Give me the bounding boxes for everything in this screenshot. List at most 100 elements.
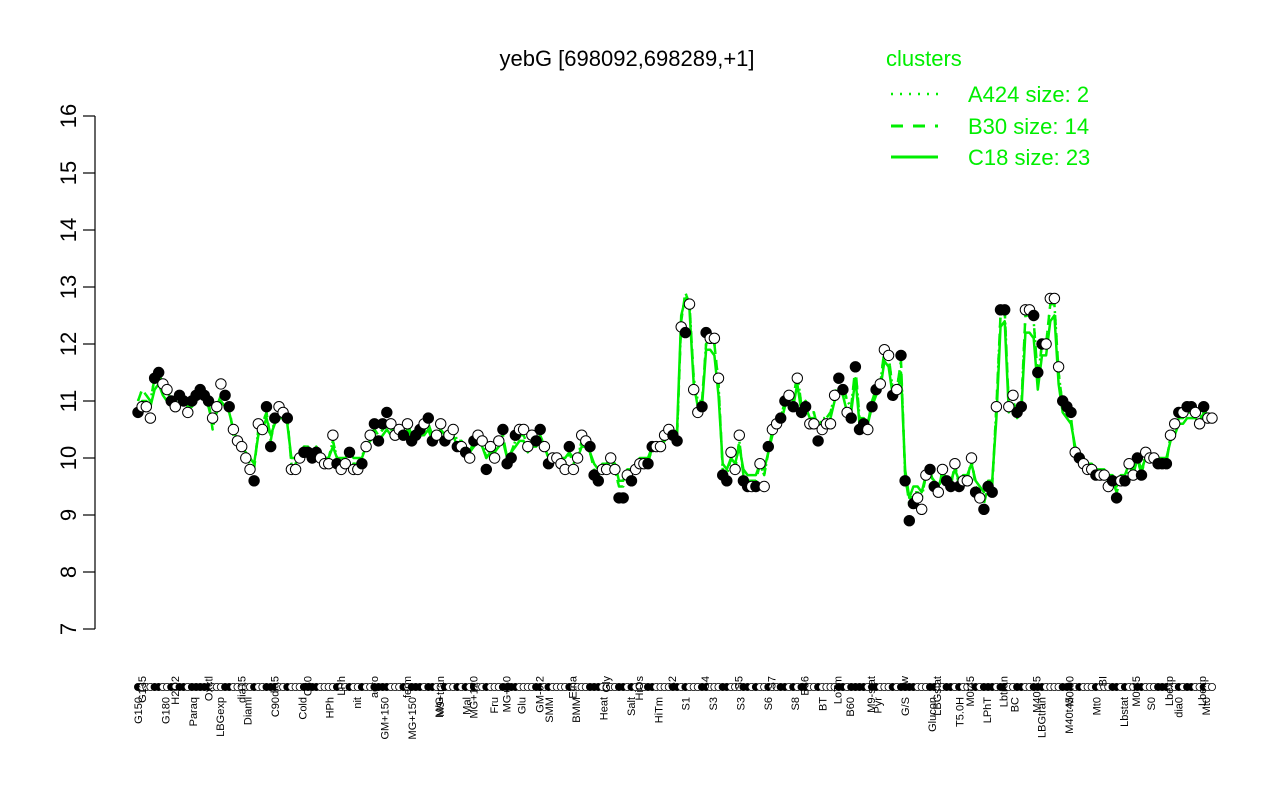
data-point [895,349,907,362]
data-point [833,372,845,384]
x-label-bottom: C90 [270,697,282,717]
data-point [248,475,260,487]
x-label-bottom: Mt0 [1092,697,1104,715]
x-label-bottom: G180 [160,697,172,724]
x-label-top: BI [1098,676,1110,686]
x-label-top: LPh [336,676,348,696]
x-label-bottom: Diami [243,697,255,725]
x-label-bottom: GM+150 [380,697,392,740]
x-label-bottom: Heat [599,697,611,720]
x-label-bottom: BMM [571,697,583,723]
data-point [219,389,231,401]
legend-title: clusters [886,46,962,71]
data-point [899,475,911,487]
x-label-top: MG+120 [468,676,480,719]
data-point [430,429,443,441]
x-label-top: M9-stat [866,676,878,713]
data-point [1189,406,1202,419]
data-point [924,463,936,476]
data-point [497,423,509,436]
data-point [364,429,376,441]
data-point [153,366,165,379]
x-label-bottom: LBGtran [1037,697,1049,738]
x-label-top: LoTm [833,676,845,704]
data-point [260,401,273,413]
data-point [397,429,410,441]
data-point [140,401,153,413]
data-point [787,401,799,413]
data-point [244,463,256,476]
x-label-bottom: Salt [626,697,638,716]
data-point [1052,361,1065,373]
data-point [1065,406,1077,419]
data-point [584,440,596,453]
x-label-bottom: M40t45 [1064,697,1076,734]
data-point [783,389,795,401]
data-point [1198,401,1210,413]
data-point [1160,458,1173,470]
data-point [1003,401,1015,413]
x-label-bottom: Mal [462,697,474,715]
data-point [1135,469,1148,481]
data-point [372,435,385,447]
x-label-bottom: Mt0 [1201,697,1213,715]
data-point [480,463,492,476]
data-point [236,440,248,453]
x-label-bottom: S6 [763,697,775,710]
data-point [1015,401,1027,413]
x-label-top: S7 [766,676,778,689]
x-label-top: C30 [303,676,315,696]
data-point [845,412,857,424]
data-point [754,458,766,470]
x-label-bottom: dia0 [1174,697,1186,718]
data-point [202,395,215,407]
data-point [522,440,534,453]
data-point [617,492,629,504]
data-point [571,452,584,464]
data-point [849,361,862,373]
x-label-bottom: Glucon [927,697,939,732]
data-point [999,304,1011,316]
data-point [1007,389,1019,401]
data-point [227,423,240,436]
data-point [1098,469,1110,481]
data-point [891,383,903,396]
data-point [828,389,841,401]
data-point [961,475,973,487]
x-label-bottom: BT [818,697,830,711]
data-point [360,440,372,453]
data-point [1131,452,1144,464]
data-point [1119,475,1131,487]
data-point [476,435,488,447]
data-point [605,452,617,464]
data-point [837,383,849,396]
data-point [1193,418,1206,430]
data-point [488,452,501,464]
x-axis: G135 H2O2 Oxctl dia15 dia5 C30 LPh aero ferm M9+t… [133,675,1217,740]
x-label-bottom: S0 [1146,697,1158,710]
data-point [866,401,878,413]
data-point [642,458,654,470]
data-point [592,475,604,487]
y-tick-label: 9 [56,509,81,521]
data-point [534,423,546,436]
y-tick-label: 11 [56,390,81,413]
x-label-top: M0t45 [965,676,977,707]
x-label-bottom: B60 [845,697,857,717]
data-point [1040,338,1052,350]
data-point [343,446,356,458]
x-label-top: M0t90 [1065,676,1077,707]
data-point [356,458,368,470]
data-point [493,435,505,447]
data-point [144,412,157,424]
x-label-bottom: HPh [325,697,337,718]
data-point [916,503,928,515]
x-label-bottom: BC [1009,697,1021,712]
x-label-bottom: SMM [544,697,556,723]
legend-label-a424: A424 size: 2 [968,82,1089,107]
x-label-top: Sw [899,676,911,691]
data-point [1110,492,1123,504]
data-point [1164,429,1177,441]
x-label-top: S5 [733,676,745,689]
x-label-bottom: Paraq [188,697,200,726]
